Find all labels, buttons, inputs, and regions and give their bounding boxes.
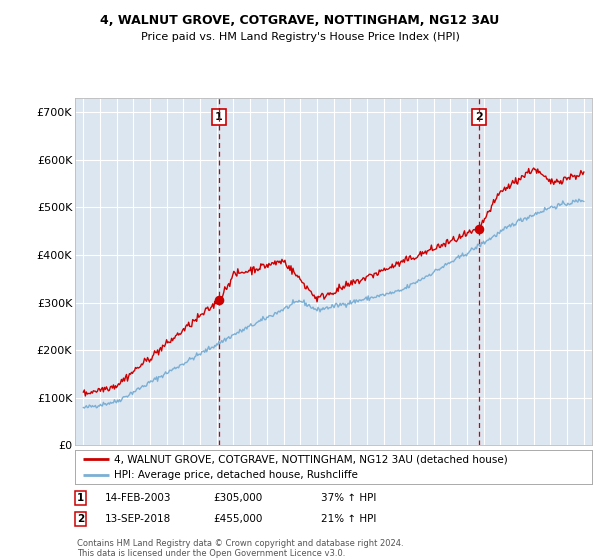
Text: 4, WALNUT GROVE, COTGRAVE, NOTTINGHAM, NG12 3AU (detached house): 4, WALNUT GROVE, COTGRAVE, NOTTINGHAM, N… xyxy=(114,454,508,464)
Text: Contains HM Land Registry data © Crown copyright and database right 2024.
This d: Contains HM Land Registry data © Crown c… xyxy=(77,539,403,558)
Text: 14-FEB-2003: 14-FEB-2003 xyxy=(105,493,172,503)
Text: 37% ↑ HPI: 37% ↑ HPI xyxy=(321,493,376,503)
Point xyxy=(214,296,224,305)
Text: 2: 2 xyxy=(475,112,483,122)
Text: £305,000: £305,000 xyxy=(213,493,262,503)
Text: 4, WALNUT GROVE, COTGRAVE, NOTTINGHAM, NG12 3AU: 4, WALNUT GROVE, COTGRAVE, NOTTINGHAM, N… xyxy=(100,14,500,27)
Text: HPI: Average price, detached house, Rushcliffe: HPI: Average price, detached house, Rush… xyxy=(114,470,358,480)
Text: 1: 1 xyxy=(215,112,223,122)
Text: 1: 1 xyxy=(77,493,84,503)
Text: 13-SEP-2018: 13-SEP-2018 xyxy=(105,514,171,524)
Text: 21% ↑ HPI: 21% ↑ HPI xyxy=(321,514,376,524)
Text: Price paid vs. HM Land Registry's House Price Index (HPI): Price paid vs. HM Land Registry's House … xyxy=(140,32,460,42)
Point xyxy=(474,225,484,234)
Text: 2: 2 xyxy=(77,514,84,524)
Text: £455,000: £455,000 xyxy=(213,514,262,524)
